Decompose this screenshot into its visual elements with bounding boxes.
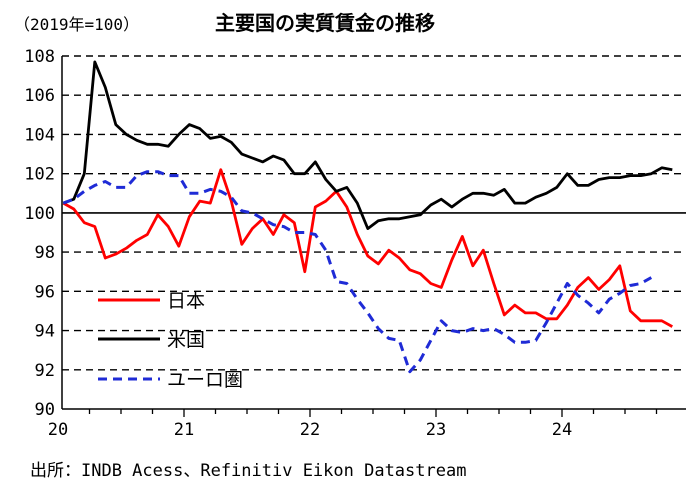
chart-title: 主要国の実質賃金の推移: [215, 11, 435, 35]
y-tick-label: 106: [24, 86, 55, 106]
y-tick-label: 98: [35, 243, 55, 263]
y-tick-label: 90: [35, 400, 55, 420]
series-line-0: [62, 168, 673, 328]
y-tick-label: 96: [35, 282, 55, 302]
series-line-2: [62, 170, 653, 374]
y-tick-label: 92: [35, 361, 55, 381]
y-tick-label: 108: [24, 47, 55, 67]
legend-label-1: 米国: [167, 329, 205, 351]
legend-label-2: ユーロ圏: [167, 369, 243, 391]
legend-label-0: 日本: [167, 290, 205, 312]
series-layer: [62, 60, 673, 374]
y-tick-label: 102: [24, 165, 55, 185]
x-tick-label: 24: [552, 420, 572, 440]
axes: 90 92 94 96 98 100 102 104 106 108 20 21 22 23 24: [24, 47, 686, 440]
x-tick-label: 23: [426, 420, 446, 440]
y-tick-label: 104: [24, 125, 55, 145]
unit-label: （2019年=100）: [14, 15, 139, 34]
y-tick-label: 94: [35, 322, 55, 342]
x-tick-label: 21: [174, 420, 194, 440]
series-line-1: [62, 60, 673, 231]
source-note: 出所：INDB Acess、Refinitiv Eikon Datastream: [30, 461, 466, 481]
y-tick-label: 100: [24, 204, 55, 224]
grid-lines: [62, 55, 686, 371]
x-tick-label: 20: [48, 420, 68, 440]
x-tick-label: 22: [300, 420, 320, 440]
